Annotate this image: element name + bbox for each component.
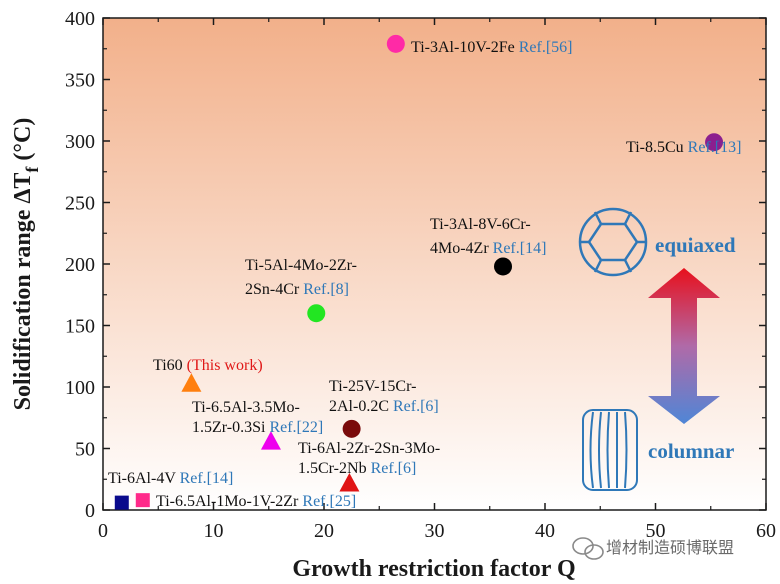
equiaxed-grain-icon [578,207,648,277]
x-tick-label: 30 [425,520,445,542]
point-label-ref: Ref.[13] [688,139,742,156]
point-label: Ti60 (This work) [153,357,263,374]
data-point [260,431,281,450]
point-label-text: Ti-5Al-4Mo-2Zr- [245,257,357,274]
plot-background [103,18,766,510]
point-label-ref: Ref.[14] [493,240,547,257]
data-point [181,373,202,392]
point-label-ref: Ref.[56] [519,39,573,56]
point-label: Ti-6Al-2Zr-2Sn-3Mo- 1.5Cr-2Nb Ref.[6] [298,440,440,477]
y-tick-label: 400 [65,8,95,30]
point-label-text: Ti-6.5Al-3.5Mo- [192,399,300,416]
data-point [705,133,724,152]
point-label-ref: (This work) [187,357,263,374]
point-label-text: 2Sn-4Cr [245,281,303,298]
x-tick-label: 10 [204,520,224,542]
point-label: Ti-5Al-4Mo-2Zr- 2Sn-4Cr Ref.[8] [245,257,357,298]
y-tick-label: 350 [65,70,95,92]
point-label: Ti-6.5Al-1Mo-1V-2Zr Ref.[25] [156,493,356,510]
columnar-label: columnar [648,439,734,463]
point-label: Ti-25V-15Cr- 2Al-0.2C Ref.[6] [329,378,439,415]
point-label-ref: Ref.[22] [269,419,323,436]
x-axis-title: Growth restriction factor Q [292,556,575,582]
point-label-text: 1.5Cr-2Nb [298,460,371,477]
point-label-text: 1.5Zr-0.3Si [192,419,269,436]
data-point [307,304,326,323]
x-tick-label: 40 [535,520,555,542]
point-label-ref: Ref.[6] [371,460,417,477]
y-tick-label: 100 [65,377,95,399]
y-tick-label: 50 [75,439,95,461]
point-label-ref: Ref.[6] [393,398,439,415]
data-point [342,419,361,438]
point-label-text: Ti-8.5Cu [626,139,688,156]
point-label-ref: Ref.[25] [302,493,356,510]
data-point [114,495,129,510]
point-label: Ti-6Al-4V Ref.[14] [108,470,233,487]
data-point [386,34,405,53]
point-label-text: Ti-6Al-4V [108,470,180,487]
y-tick-label: 250 [65,193,95,215]
x-tick-label: 0 [98,520,108,542]
point-label-text: 4Mo-4Zr [430,240,493,257]
point-label: Ti-3Al-10V-2Fe Ref.[56] [411,39,573,56]
x-tick-label: 20 [314,520,334,542]
point-label-text: Ti60 [153,357,187,374]
x-tick-label: 50 [646,520,666,542]
point-label: Ti-3Al-8V-6Cr- 4Mo-4Zr Ref.[14] [430,216,546,257]
wechat-icon [572,537,604,560]
y-tick-label: 0 [85,500,95,522]
point-label-text: Ti-3Al-8V-6Cr- [430,216,531,233]
point-label: Ti-6.5Al-3.5Mo- 1.5Zr-0.3Si Ref.[22] [192,399,323,436]
double-arrow [648,268,720,424]
y-tick-label: 200 [65,254,95,276]
point-label: Ti-8.5Cu Ref.[13] [626,139,741,156]
point-label-text: Ti-3Al-10V-2Fe [411,39,519,56]
equiaxed-label: equiaxed [655,233,736,257]
y-tick-label: 300 [65,131,95,153]
y-tick-label: 150 [65,316,95,338]
data-points [114,34,724,510]
data-point [494,257,513,276]
watermark: 增材制造硕博联盟 [572,537,734,560]
data-point [339,472,360,492]
point-label-ref: Ref.[8] [303,281,349,298]
point-label-text: Ti-6.5Al-1Mo-1V-2Zr [156,493,302,510]
point-label-text: Ti-25V-15Cr- [329,378,416,395]
columnar-grain-icon [582,409,638,491]
svg-text:增材制造硕博联盟: 增材制造硕博联盟 [606,538,734,557]
data-point [135,493,150,508]
y-axis-title: Solidification range ΔTf (°C) [10,118,42,411]
x-tick-label: 60 [756,520,776,542]
point-label-ref: Ref.[14] [180,470,234,487]
point-label-text: Ti-6Al-2Zr-2Sn-3Mo- [298,440,440,457]
point-label-text: 2Al-0.2C [329,398,393,415]
axes: 0 10 20 30 40 50 60 0 50 100 150 200 250 300 350 400 [65,8,776,542]
point-labels: Ti-3Al-10V-2Fe Ref.[56] Ti-8.5Cu Ref.[13]… [108,39,741,510]
